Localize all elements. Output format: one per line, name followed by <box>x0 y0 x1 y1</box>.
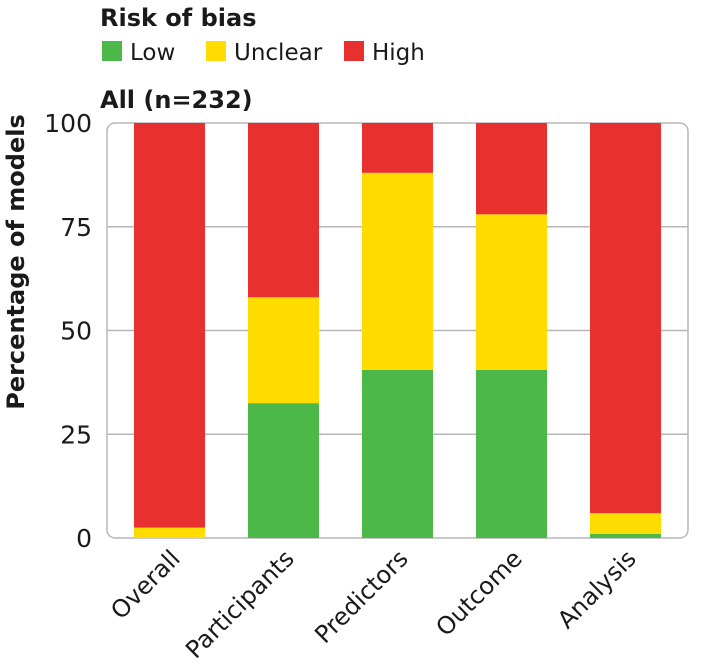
bar-overall-unclear <box>134 527 205 538</box>
y-tick-50: 50 <box>60 317 92 346</box>
bar-predictors-low <box>362 369 433 538</box>
legend-swatch-unclear <box>206 41 226 61</box>
bar-participants-unclear <box>248 297 319 404</box>
legend-label-unclear: Unclear <box>234 40 323 66</box>
bar-predictors-unclear <box>362 172 433 370</box>
y-tick-25: 25 <box>60 420 92 449</box>
legend-swatch-high <box>344 41 364 61</box>
bar-outcome-low <box>476 369 547 538</box>
bar-outcome-unclear <box>476 214 547 370</box>
bar-participants-high <box>248 123 319 298</box>
x-tick-overall: Overall <box>105 544 185 624</box>
bar-analysis-high <box>590 123 661 514</box>
bar-analysis-unclear <box>590 513 661 534</box>
x-tick-analysis: Analysis <box>552 544 642 634</box>
bar-analysis-low <box>590 533 661 538</box>
legend-title: Risk of bias <box>100 4 256 32</box>
bar-predictors-high <box>362 123 433 173</box>
x-tick-outcome: Outcome <box>430 544 527 641</box>
legend-label-high: High <box>372 40 425 66</box>
x-tick-participants: Participants <box>180 544 299 663</box>
bar-overall-high <box>134 123 205 528</box>
bar-outcome-high <box>476 123 547 215</box>
y-tick-100: 100 <box>44 109 92 138</box>
bar-participants-low <box>248 403 319 538</box>
y-axis-label: Percentage of models <box>2 114 30 410</box>
chart-title: All (n=232) <box>100 86 253 114</box>
legend: Low Unclear High <box>102 40 425 66</box>
y-tick-75: 75 <box>60 213 92 242</box>
y-tick-0: 0 <box>76 524 92 553</box>
legend-label-low: Low <box>130 40 175 66</box>
legend-swatch-low <box>102 41 122 61</box>
x-tick-predictors: Predictors <box>309 544 413 648</box>
